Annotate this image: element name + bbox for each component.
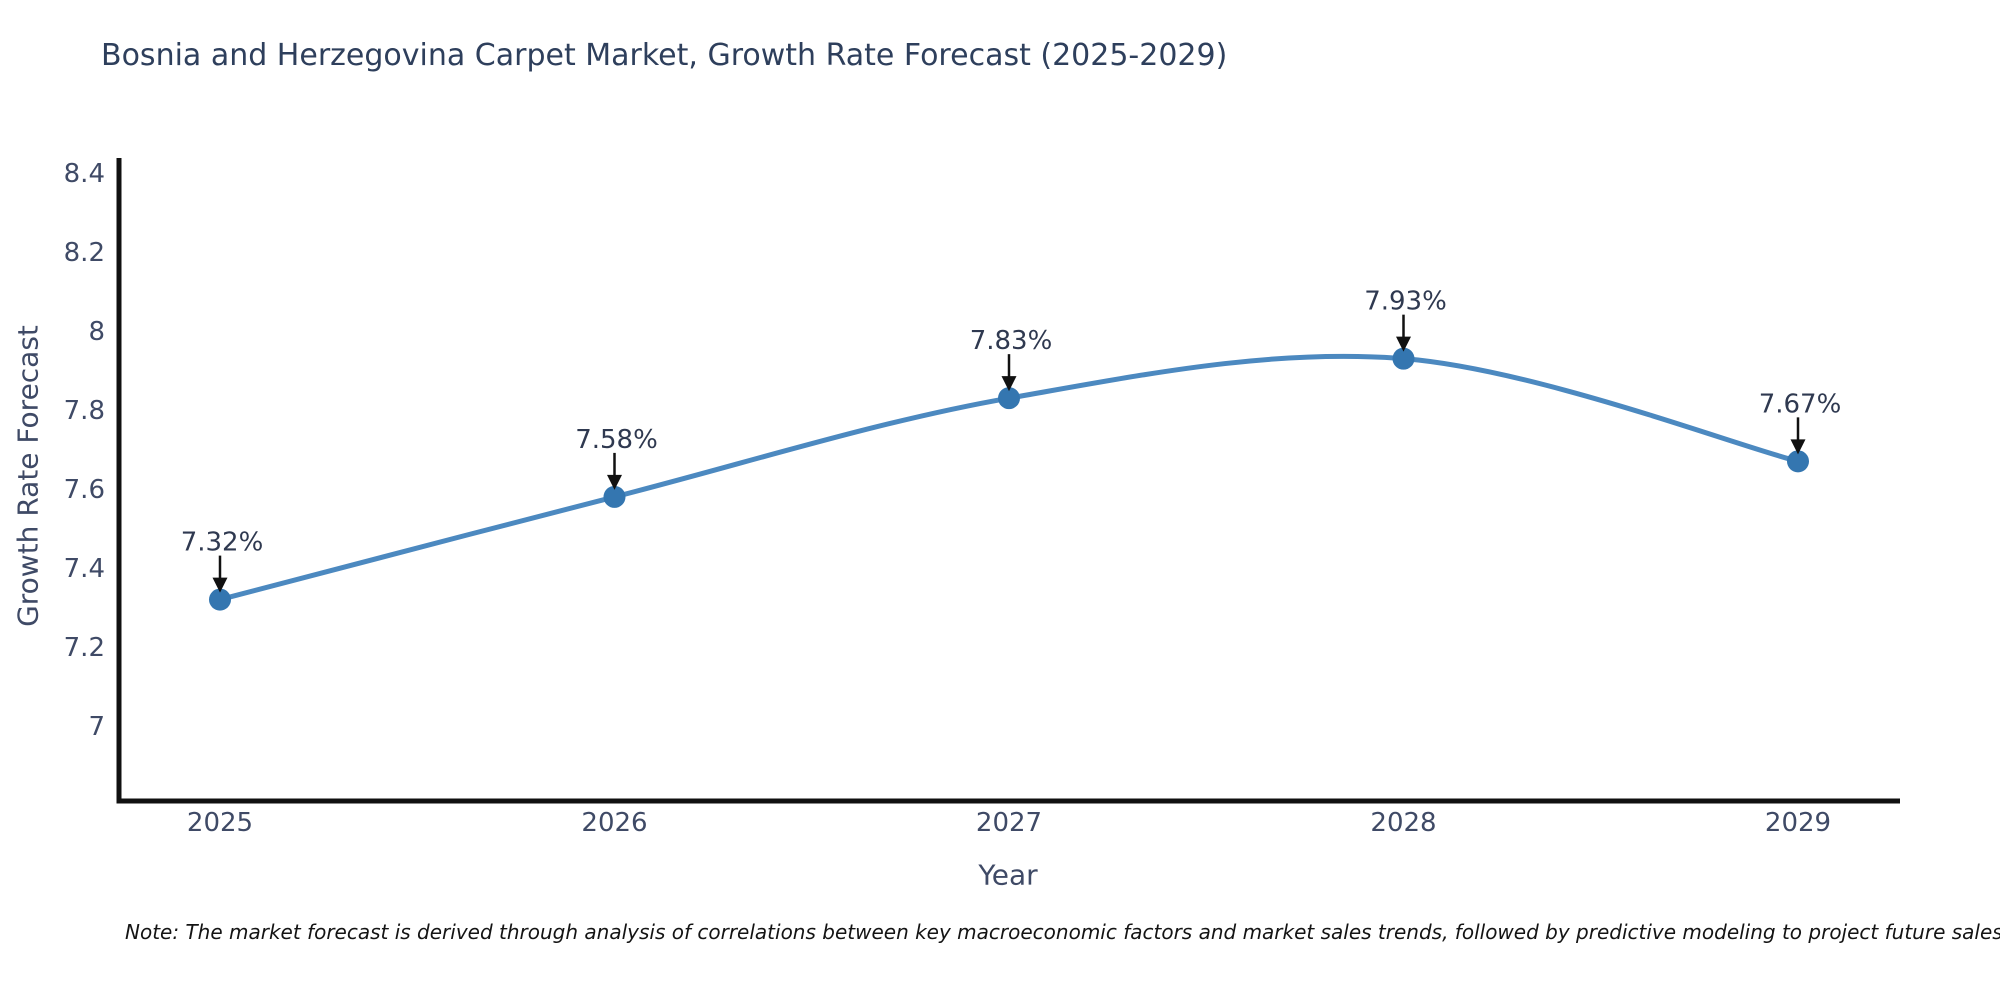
data-point-markers [209, 347, 1809, 611]
axis-spines [116, 158, 1900, 804]
y-tick-label: 8.2 [64, 238, 105, 268]
y-tick-label: 8 [88, 317, 105, 347]
chart-title: Bosnia and Herzegovina Carpet Market, Gr… [101, 38, 1228, 73]
y-tick-label: 7.2 [64, 633, 105, 663]
y-axis-ticks: 8.4 8.2 8 7.8 7.6 7.4 7.2 7 [64, 159, 105, 742]
y-tick-label: 7.6 [64, 475, 105, 505]
x-tick-label: 2028 [1370, 808, 1436, 838]
annotation-arrowhead [607, 474, 622, 490]
point-value-label: 7.83% [970, 326, 1053, 356]
y-tick-label: 8.4 [64, 159, 105, 189]
point-value-label: 7.58% [575, 425, 658, 455]
y-tick-label: 7 [88, 712, 105, 742]
x-tick-label: 2026 [581, 808, 647, 838]
x-tick-label: 2027 [976, 808, 1042, 838]
point-value-label: 7.93% [1364, 287, 1447, 317]
annotation-arrowhead [1790, 439, 1806, 455]
x-tick-label: 2025 [187, 808, 253, 838]
x-axis-title-text: Year [978, 858, 1038, 892]
data-point-marker [209, 588, 231, 611]
y-axis-title-text: Growth Rate Forecast [11, 325, 45, 627]
point-value-label: 7.32% [181, 528, 264, 558]
annotation-arrowhead [1396, 336, 1411, 352]
data-point-marker [603, 485, 626, 508]
y-tick-label: 7.8 [64, 396, 105, 426]
y-tick-label: 7.4 [64, 554, 105, 584]
annotation-arrowhead [212, 577, 228, 593]
data-point-marker [1787, 450, 1809, 473]
data-point-marker [998, 387, 1020, 410]
point-value-label: 7.67% [1759, 389, 1842, 419]
point-annotations: 7.32% 7.58% 7.83% 7.93% 7.67% [181, 287, 1842, 593]
x-tick-label: 2029 [1765, 808, 1831, 838]
data-point-marker [1392, 347, 1415, 370]
annotation-arrowhead [1001, 376, 1017, 392]
footnote: Note: The market forecast is derived thr… [125, 920, 2000, 944]
x-axis-ticks: 2025 2026 2027 2028 2029 [187, 808, 1831, 838]
